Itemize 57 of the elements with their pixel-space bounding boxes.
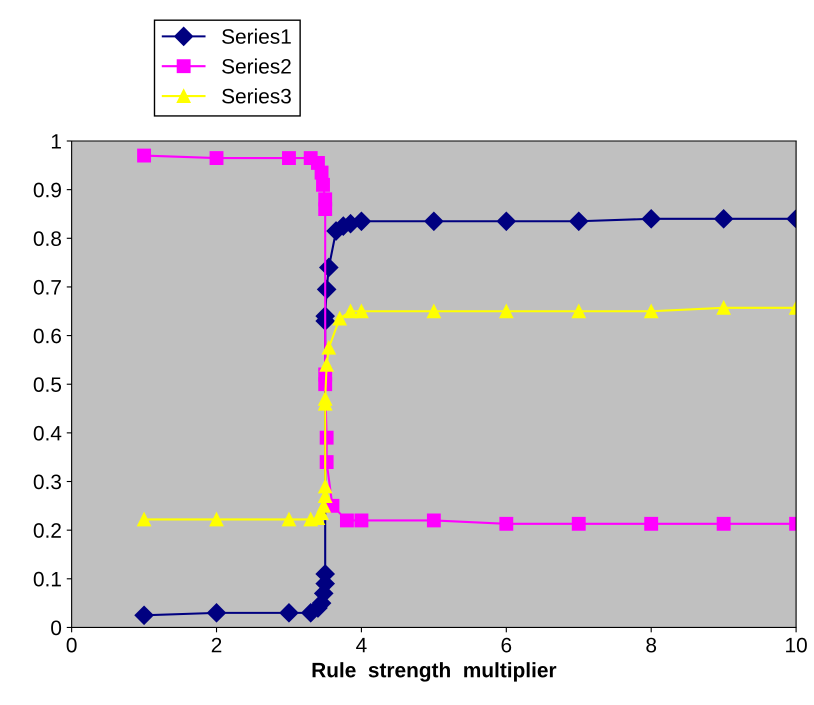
legend-label: Series2 [222,58,291,74]
point [318,202,332,216]
x-tick-label: 0 [66,638,77,652]
point [137,148,152,163]
y-tick-label: 0.5 [34,377,62,392]
point [426,513,441,528]
y-tick-label: 0.6 [34,328,61,344]
point [569,212,588,231]
x-tick-label: 6 [502,638,512,652]
y-tick-label: 0 [51,620,62,636]
point [496,212,516,231]
point [320,358,334,372]
point [332,312,347,326]
legend-label: Series1 [222,28,291,44]
y-tick-label: 0.3 [34,474,61,490]
point [426,304,441,318]
y-tick-label: 0.8 [34,231,62,246]
point [134,606,154,625]
point [137,512,152,526]
point [282,512,296,526]
point [210,512,224,526]
x-tick-label: 10 [786,638,807,652]
x-tick-label: 2 [212,638,222,652]
y-tick-label: 0.1 [34,572,61,587]
point [354,513,368,528]
point [318,479,332,494]
point [318,392,332,406]
point [316,178,330,192]
point [340,513,354,528]
legend-label: Series3 [222,88,291,104]
point [499,304,514,318]
point [642,209,661,228]
point [644,516,658,531]
point [572,304,586,318]
point [354,304,368,318]
x-axis-title: Rule strength multiplier [312,662,556,682]
y-tick-label: 0.7 [34,280,61,295]
x-tick-label: 8 [646,638,656,652]
y-tick-label: 0.4 [34,426,62,441]
point [644,304,658,318]
y-tick-label: 1 [52,134,61,149]
point [344,304,358,318]
point [499,516,514,531]
y-tick-label: 0.9 [34,182,61,198]
point [282,151,296,165]
point [210,151,224,165]
point [206,603,226,622]
point [322,340,336,355]
point [716,516,731,531]
x-tick-label: 4 [356,638,367,652]
point [279,603,299,622]
point [716,300,731,315]
y-tick-label: 0.2 [34,523,61,538]
point [714,209,734,228]
point [572,516,586,531]
point [314,166,329,180]
point [424,212,444,231]
